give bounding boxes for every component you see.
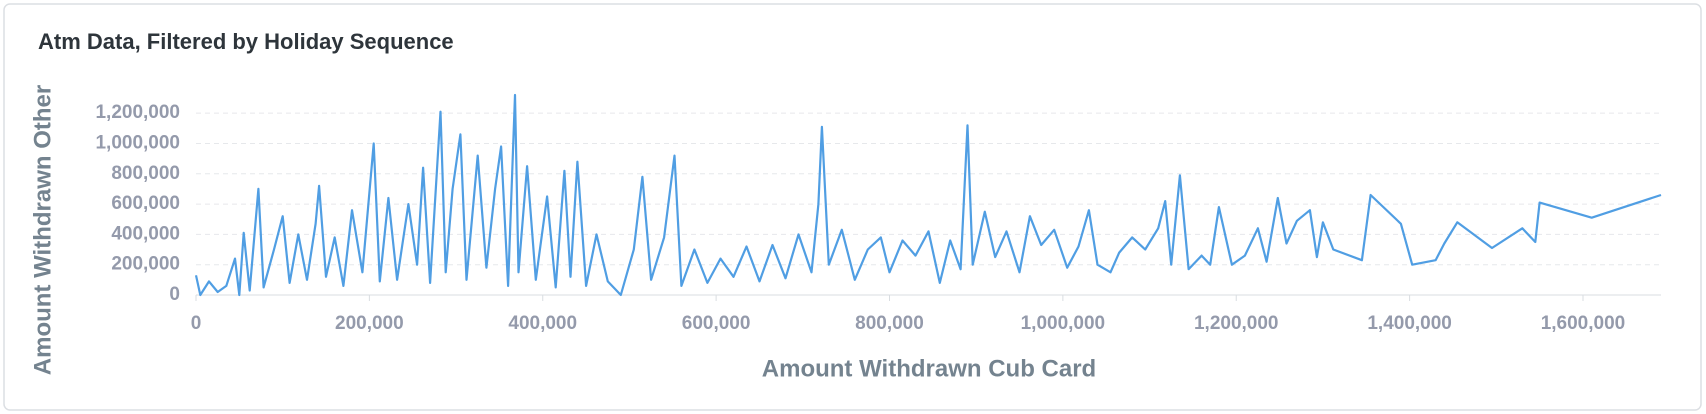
x-tick-label: 1,400,000 [1367, 313, 1452, 334]
y-tick-label: 0 [169, 284, 180, 305]
y-tick-label: 800,000 [111, 163, 180, 184]
x-tick-label: 1,600,000 [1541, 313, 1626, 334]
x-tick-label: 200,000 [335, 313, 404, 334]
y-tick-label: 600,000 [111, 193, 180, 214]
y-tick-label: 1,000,000 [95, 133, 180, 154]
x-tick-label: 0 [191, 313, 202, 334]
y-tick-label: 200,000 [111, 254, 180, 275]
x-tick-label: 800,000 [855, 313, 924, 334]
x-tick-label: 600,000 [682, 313, 751, 334]
x-tick-label: 1,000,000 [1021, 313, 1106, 334]
y-tick-label: 400,000 [111, 223, 180, 244]
y-tick-label: 1,200,000 [95, 102, 180, 123]
y-axis-title: Amount Withdrawn Other [29, 85, 56, 375]
chart-title: Atm Data, Filtered by Holiday Sequence [38, 29, 454, 54]
x-tick-label: 400,000 [508, 313, 577, 334]
x-axis-title: Amount Withdrawn Cub Card [762, 355, 1096, 382]
line [194, 93, 1662, 297]
card [3, 3, 1702, 411]
x-tick-label: 1,200,000 [1194, 313, 1279, 334]
